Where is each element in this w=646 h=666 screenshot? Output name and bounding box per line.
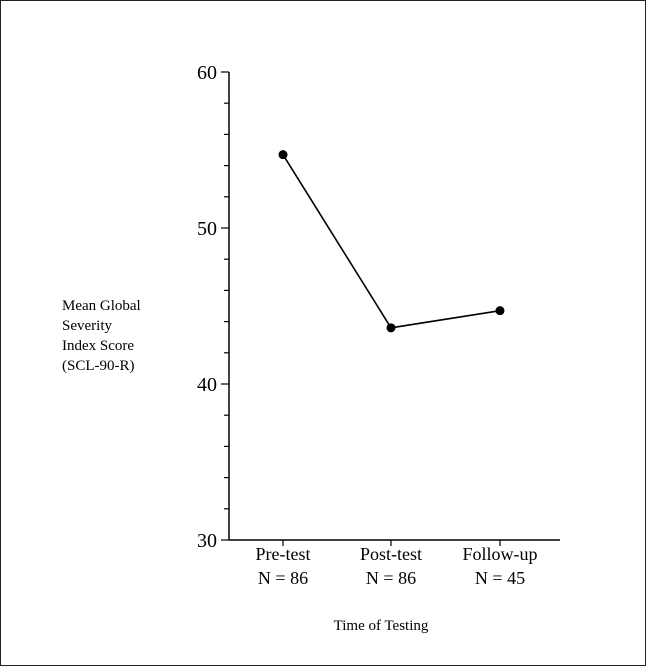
y-axis-title-line: Severity [62, 318, 112, 334]
x-category-labels: Pre-test N = 86 Post-test N = 86 Follow-up N … [256, 540, 538, 588]
data-point [386, 323, 396, 333]
y-axis-title-line: (SCL-90-R) [62, 358, 135, 374]
x-category-sublabel: N = 45 [475, 568, 525, 588]
y-tick-label: 30 [197, 530, 217, 552]
y-ticks: 30 40 50 60 [197, 62, 229, 552]
x-category-sublabel: N = 86 [366, 568, 416, 588]
x-axis-title: Time of Testing [334, 618, 429, 634]
y-tick-label: 50 [197, 218, 217, 240]
x-category-label: Pre-test [256, 544, 311, 564]
x-category-sublabel: N = 86 [258, 568, 308, 588]
x-category-label: Post-test [360, 544, 422, 564]
y-axis-title-line: Index Score [62, 338, 134, 354]
data-point [278, 150, 288, 160]
y-tick-label: 40 [197, 374, 217, 396]
series-polyline [282, 154, 501, 329]
y-axis-title: Mean Global Severity Index Score (SCL-90-R) [62, 298, 141, 374]
series-line [278, 150, 505, 333]
data-point [495, 306, 505, 316]
x-category-label: Follow-up [462, 544, 537, 564]
axes [228, 72, 560, 541]
y-tick-label: 60 [197, 62, 217, 84]
axis-titles: Mean Global Severity Index Score (SCL-90-R)… [62, 298, 429, 634]
y-axis-title-line: Mean Global [62, 298, 141, 314]
